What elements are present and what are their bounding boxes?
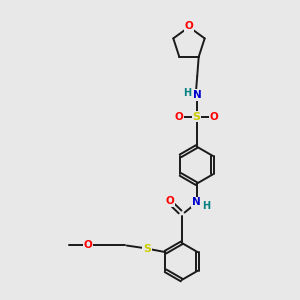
Text: N: N [193, 90, 202, 100]
Text: H: H [202, 201, 210, 211]
Text: S: S [193, 112, 201, 122]
Text: O: O [165, 196, 174, 206]
Text: N: N [192, 197, 201, 207]
Text: O: O [84, 240, 92, 250]
Text: O: O [175, 112, 184, 122]
Text: O: O [184, 21, 194, 32]
Text: O: O [210, 112, 218, 122]
Text: H: H [183, 88, 191, 98]
Text: S: S [143, 244, 151, 254]
